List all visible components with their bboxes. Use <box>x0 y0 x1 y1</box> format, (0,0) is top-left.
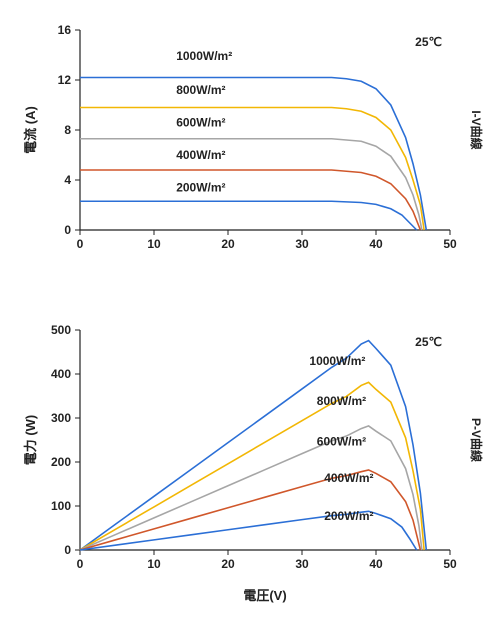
x-tick-label: 30 <box>295 557 309 571</box>
temperature-label: 25℃ <box>415 35 442 49</box>
series-c400 <box>80 170 420 230</box>
y-tick-label: 500 <box>51 323 71 337</box>
y-tick-label: 400 <box>51 367 71 381</box>
x-tick-label: 20 <box>221 557 235 571</box>
y-tick-label: 12 <box>58 73 72 87</box>
right-title: P-V曲線 <box>469 418 484 462</box>
y-tick-label: 300 <box>51 411 71 425</box>
y-tick-label: 16 <box>58 23 72 37</box>
y-tick-label: 0 <box>64 223 71 237</box>
x-tick-label: 20 <box>221 237 235 251</box>
series-label-c200: 200W/m² <box>324 509 373 523</box>
x-tick-label: 30 <box>295 237 309 251</box>
series-label-c800: 800W/m² <box>176 83 225 97</box>
series-label-c800: 800W/m² <box>317 394 366 408</box>
series-label-c400: 400W/m² <box>176 148 225 162</box>
series-label-c200: 200W/m² <box>176 180 225 194</box>
y-tick-label: 0 <box>64 543 71 557</box>
series-c1000 <box>80 78 426 231</box>
x-axis-title: 電圧(V) <box>243 588 286 603</box>
series-c600 <box>80 426 422 550</box>
series-label-c600: 600W/m² <box>176 115 225 129</box>
y-tick-label: 100 <box>51 499 71 513</box>
x-tick-label: 50 <box>443 237 457 251</box>
series-label-c1000: 1000W/m² <box>176 49 232 63</box>
right-title: I-V曲線 <box>469 110 484 149</box>
axis <box>80 30 450 230</box>
y-tick-label: 8 <box>64 123 71 137</box>
series-c200 <box>80 201 417 230</box>
x-tick-label: 40 <box>369 237 383 251</box>
y-axis-title: 電力 (W) <box>23 415 38 466</box>
y-tick-label: 4 <box>64 173 71 187</box>
y-axis-title: 電流 (A) <box>23 106 38 154</box>
x-tick-label: 0 <box>77 237 84 251</box>
x-tick-label: 10 <box>147 237 161 251</box>
chart-pv: 010203040500100200300400500電力 (W)P-V曲線25… <box>23 323 484 571</box>
x-tick-label: 50 <box>443 557 457 571</box>
series-c600 <box>80 139 422 230</box>
series-c1000 <box>80 341 426 550</box>
x-tick-label: 10 <box>147 557 161 571</box>
y-tick-label: 200 <box>51 455 71 469</box>
series-label-c600: 600W/m² <box>317 435 366 449</box>
series-label-c400: 400W/m² <box>324 471 373 485</box>
x-tick-label: 40 <box>369 557 383 571</box>
chart-iv: 0 10 20 30 40 50 0 4 8 12 16 電流 (A) I-V曲線 25℃ 1000W/m²… <box>23 23 484 251</box>
x-tick-label: 0 <box>77 557 84 571</box>
series-label-c1000: 1000W/m² <box>309 354 365 368</box>
series-c800 <box>80 108 424 231</box>
series-c800 <box>80 382 424 550</box>
temperature-label: 25℃ <box>415 335 442 349</box>
chart-panel: 010203040500481216電流 (A)I-V曲線25℃1000W/m²… <box>0 0 500 625</box>
